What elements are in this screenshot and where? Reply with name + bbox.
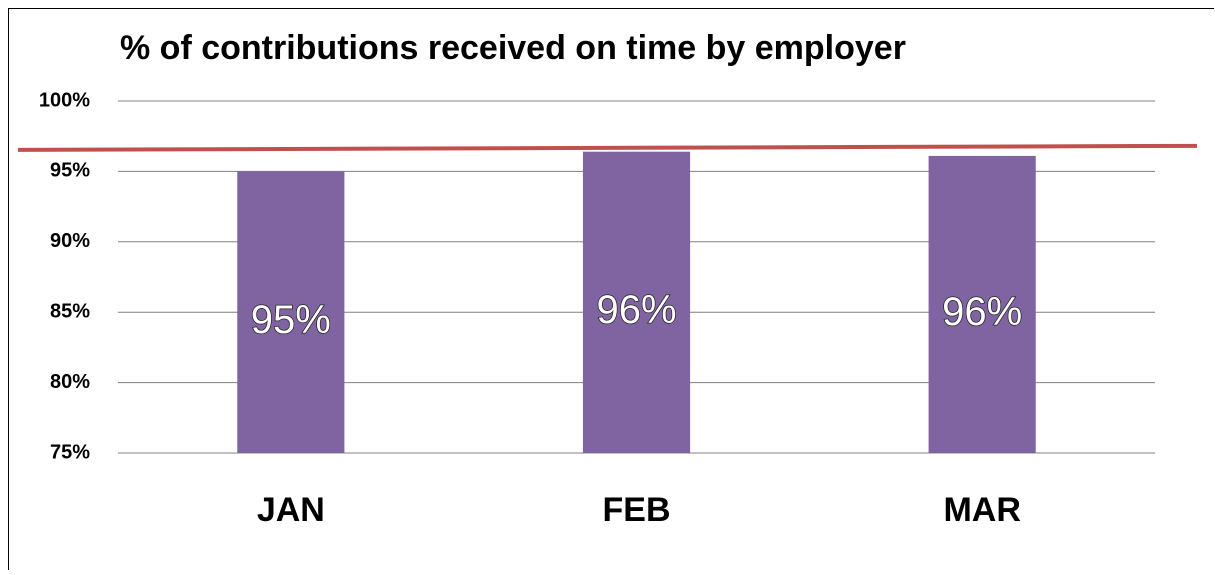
chart-title: % of contributions received on time by e… (120, 29, 906, 67)
x-tick-label: FEB (603, 491, 671, 529)
x-tick-label: JAN (257, 491, 325, 529)
bar (928, 155, 1036, 454)
y-tick-label: 90% (50, 230, 90, 252)
value-label: 96% (942, 290, 1022, 334)
x-tick-label: MAR (943, 491, 1020, 529)
y-tick-label: 75% (50, 441, 90, 463)
chart-frame (8, 8, 1214, 570)
bar (237, 171, 345, 453)
bar (582, 151, 691, 454)
y-tick-label: 85% (50, 300, 90, 322)
value-label: 96% (596, 288, 676, 332)
y-tick-label: 80% (50, 371, 90, 393)
value-label: 95% (251, 298, 331, 342)
y-tick-label: 100% (39, 89, 90, 111)
y-tick-label: 95% (50, 160, 90, 182)
target-line (17, 143, 1198, 152)
